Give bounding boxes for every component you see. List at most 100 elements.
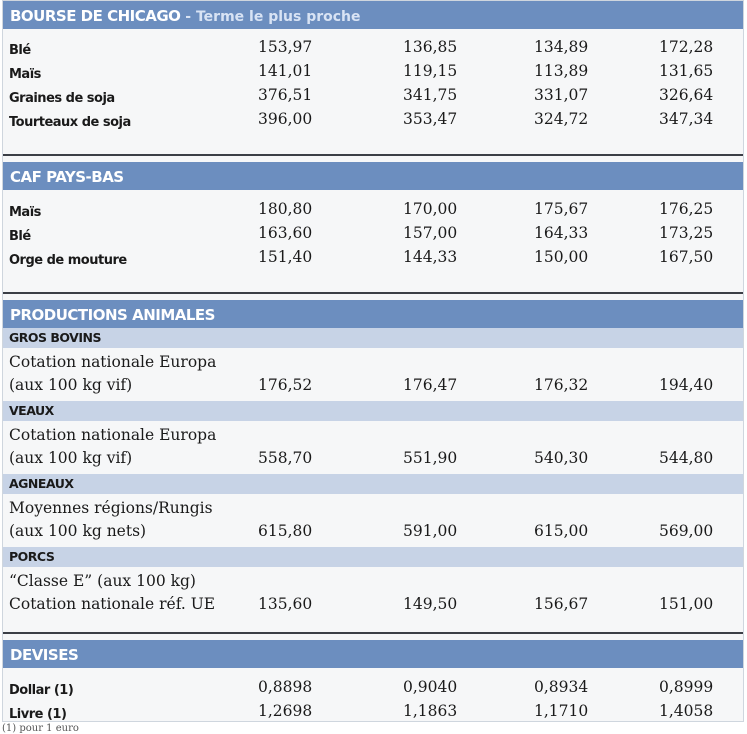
cell-value: 540,30 (534, 449, 589, 467)
cell-value: 544,80 (659, 449, 714, 467)
row-label: (aux 100 kg vif) (9, 449, 133, 467)
cell-value: 324,72 (534, 110, 589, 128)
cell-value: 153,97 (258, 38, 313, 56)
row-label: “Classe E” (aux 100 kg) (9, 572, 196, 590)
cell-value: 1,1710 (534, 702, 589, 720)
row-label: Cotation nationale Europa (9, 426, 217, 444)
cell-value: 156,67 (534, 595, 589, 613)
table-row: Cotation nationale Europa (aux 100 kg vi… (3, 348, 743, 401)
row-label: Dollar (1) (9, 683, 74, 698)
section-divider (3, 272, 743, 294)
section-header-animal: PRODUCTIONS ANIMALES (3, 300, 743, 328)
row-label: Livre (1) (9, 707, 67, 722)
cell-value: 149,50 (403, 595, 458, 613)
cell-value: 341,75 (403, 86, 458, 104)
subsection-header: VEAUX (3, 401, 743, 421)
table-row: Blé 153,97 136,85 134,89 172,28 (3, 38, 743, 62)
cell-value: 376,51 (258, 86, 313, 104)
section-title: CAF PAYS-BAS (10, 168, 124, 186)
section-title: PRODUCTIONS ANIMALES (10, 306, 215, 324)
cell-value: 176,47 (403, 376, 458, 394)
subsection-header: GROS BOVINS (3, 328, 743, 348)
cell-value: 1,1863 (403, 702, 458, 720)
footnote: (1) pour 1 euro (2, 723, 79, 734)
cell-value: 157,00 (403, 224, 458, 242)
section-subtitle: - Terme le plus proche (180, 9, 361, 25)
cell-value: 558,70 (258, 449, 313, 467)
cell-value: 326,64 (659, 86, 714, 104)
cell-value: 347,34 (659, 110, 714, 128)
subsection-header: AGNEAUX (3, 474, 743, 494)
cell-value: 0,8934 (534, 678, 589, 696)
row-label: Cotation nationale réf. UE (9, 595, 216, 613)
section-header-devises: DEVISES (3, 640, 743, 668)
cell-value: 396,00 (258, 110, 313, 128)
table-row: Moyennes régions/Rungis (aux 100 kg nets… (3, 494, 743, 547)
cell-value: 569,00 (659, 522, 714, 540)
section-title: BOURSE DE CHICAGO (10, 7, 181, 25)
row-label: Orge de mouture (9, 253, 127, 268)
row-label: (aux 100 kg vif) (9, 376, 133, 394)
cell-value: 615,00 (534, 522, 589, 540)
cell-value: 551,90 (403, 449, 458, 467)
cell-value: 172,28 (659, 38, 714, 56)
cell-value: 135,60 (258, 595, 313, 613)
row-label: Maïs (9, 67, 41, 82)
section-divider (3, 134, 743, 156)
table-row: “Classe E” (aux 100 kg) Cotation nationa… (3, 567, 743, 620)
row-label: (aux 100 kg nets) (9, 522, 147, 540)
cell-value: 591,00 (403, 522, 458, 540)
cell-value: 131,65 (659, 62, 714, 80)
row-label: Blé (9, 229, 31, 244)
cell-value: 1,2698 (258, 702, 313, 720)
row-label: Moyennes régions/Rungis (9, 499, 213, 517)
row-label: Cotation nationale Europa (9, 353, 217, 371)
price-table: BOURSE DE CHICAGO - Terme le plus proche… (2, 0, 744, 722)
cell-value: 331,07 (534, 86, 589, 104)
table-row: Orge de mouture 151,40 144,33 150,00 167… (3, 248, 743, 272)
subsection-header: PORCS (3, 547, 743, 567)
cell-value: 176,32 (534, 376, 589, 394)
row-label: Graines de soja (9, 91, 115, 106)
section-header-chicago: BOURSE DE CHICAGO - Terme le plus proche (3, 1, 743, 29)
cell-value: 170,00 (403, 200, 458, 218)
cell-value: 144,33 (403, 248, 458, 266)
cell-value: 134,89 (534, 38, 589, 56)
cell-value: 0,9040 (403, 678, 458, 696)
cell-value: 615,80 (258, 522, 313, 540)
row-label: Maïs (9, 205, 41, 220)
table-row: Dollar (1) 0,8898 0,9040 0,8934 0,8999 (3, 678, 743, 702)
cell-value: 176,25 (659, 200, 714, 218)
cell-value: 151,40 (258, 248, 313, 266)
cell-value: 180,80 (258, 200, 313, 218)
cell-value: 113,89 (534, 62, 589, 80)
cell-value: 176,52 (258, 376, 313, 394)
row-label: Blé (9, 43, 31, 58)
cell-value: 0,8898 (258, 678, 313, 696)
cell-value: 150,00 (534, 248, 589, 266)
section-header-caf: CAF PAYS-BAS (3, 162, 743, 190)
table-row: Cotation nationale Europa (aux 100 kg vi… (3, 421, 743, 474)
cell-value: 194,40 (659, 376, 714, 394)
table-row: Graines de soja 376,51 341,75 331,07 326… (3, 86, 743, 110)
cell-value: 353,47 (403, 110, 458, 128)
row-label: Tourteaux de soja (9, 115, 131, 130)
table-row: Livre (1) 1,2698 1,1863 1,1710 1,4058 (3, 702, 743, 722)
section-title: DEVISES (10, 646, 79, 664)
cell-value: 175,67 (534, 200, 589, 218)
table-row: Tourteaux de soja 396,00 353,47 324,72 3… (3, 110, 743, 134)
cell-value: 1,4058 (659, 702, 714, 720)
cell-value: 136,85 (403, 38, 458, 56)
cell-value: 141,01 (258, 62, 313, 80)
cell-value: 0,8999 (659, 678, 714, 696)
cell-value: 167,50 (659, 248, 714, 266)
cell-value: 164,33 (534, 224, 589, 242)
section-divider (3, 620, 743, 634)
cell-value: 119,15 (403, 62, 458, 80)
cell-value: 151,00 (659, 595, 714, 613)
table-row: Maïs 141,01 119,15 113,89 131,65 (3, 62, 743, 86)
cell-value: 173,25 (659, 224, 714, 242)
table-row: Maïs 180,80 170,00 175,67 176,25 (3, 200, 743, 224)
table-row: Blé 163,60 157,00 164,33 173,25 (3, 224, 743, 248)
cell-value: 163,60 (258, 224, 313, 242)
